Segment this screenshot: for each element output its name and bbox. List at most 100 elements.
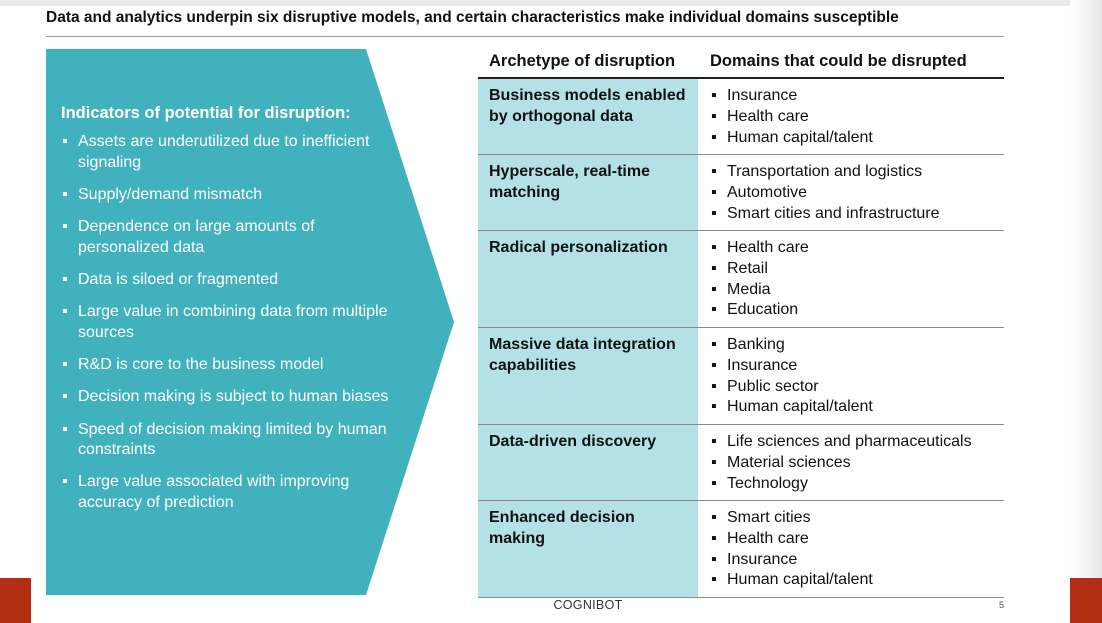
domain-item: ▪ Banking xyxy=(710,335,873,356)
bullet-icon: ▪ xyxy=(711,163,717,180)
domain-item: ▪ Smart cities and infrastructure xyxy=(710,204,940,225)
header-rule xyxy=(478,77,1004,79)
indicators-panel-content: Indicators of potential for disruption: … xyxy=(61,104,391,525)
archetype-label: Massive data integration capabilities xyxy=(489,336,676,374)
footer-label: COGNIBOT xyxy=(553,598,623,612)
indicators-heading: Indicators of potential for disruption: xyxy=(61,104,351,122)
indicator-item: ▪ Data is siloed or fragmented xyxy=(61,270,391,291)
domain-text: Transportation and logistics xyxy=(727,163,923,180)
domain-item: ▪ Public sector xyxy=(710,377,873,398)
indicator-item: ▪ Assets are underutilized due to ineffic… xyxy=(61,132,391,173)
domain-item: ▪ Automotive xyxy=(710,183,940,204)
archetype-label: Hyperscale, real-time matching xyxy=(489,163,650,201)
bullet-icon: ▪ xyxy=(711,280,717,298)
indicator-item: ▪ R&D is core to the business model xyxy=(61,355,391,376)
domain-text: Insurance xyxy=(727,87,798,104)
indicator-item: ▪ Speed of decision making limited by hum… xyxy=(61,420,391,461)
domain-text: Human capital/talent xyxy=(727,398,873,416)
domain-item: ▪ Health care xyxy=(710,238,809,259)
bullet-icon: ▪ xyxy=(711,336,717,353)
bullet-icon: ▪ xyxy=(711,453,717,471)
bullet-icon: ▪ xyxy=(62,473,68,491)
indicator-text: Large value associated with improving ac… xyxy=(78,473,350,511)
domain-item: ▪ Human capital/talent xyxy=(710,570,873,591)
bullet-icon: ▪ xyxy=(62,388,68,406)
bullet-icon: ▪ xyxy=(711,550,717,568)
bullet-icon: ▪ xyxy=(711,301,717,319)
domain-item: ▪ Retail xyxy=(710,259,809,280)
domain-item: ▪ Technology xyxy=(710,474,972,495)
domain-item: ▪ Insurance xyxy=(710,356,873,377)
page-number: 5 xyxy=(999,600,1005,610)
bullet-icon: ▪ xyxy=(711,107,717,125)
indicator-item: ▪ Supply/demand mismatch xyxy=(61,185,391,206)
title-rule xyxy=(46,36,1004,37)
indicator-list: ▪ Assets are underutilized due to ineffic… xyxy=(61,132,391,513)
bullet-icon: ▪ xyxy=(711,259,717,277)
archetype-cell: Massive data integration capabilities xyxy=(478,328,698,424)
bullet-icon: ▪ xyxy=(62,185,68,203)
domain-list: ▪ Insurance ▪ Health care ▪ Human capital/t… xyxy=(710,86,873,148)
domain-text: Life sciences and pharmaceuticals xyxy=(727,433,972,450)
domain-item: ▪ Insurance xyxy=(710,550,873,571)
bullet-icon: ▪ xyxy=(62,218,68,236)
domain-text: Smart cities xyxy=(727,509,811,526)
bullet-icon: ▪ xyxy=(711,474,717,492)
domain-text: Material sciences xyxy=(727,453,851,471)
table-header-row: Archetype of disruption Domains that cou… xyxy=(478,49,1004,79)
domain-item: ▪ Life sciences and pharmaceuticals xyxy=(710,432,972,453)
domain-item: ▪ Transportation and logistics xyxy=(710,162,940,183)
bullet-icon: ▪ xyxy=(711,509,717,526)
bullet-icon: ▪ xyxy=(62,270,68,288)
bullet-icon: ▪ xyxy=(711,529,717,547)
bullet-icon: ▪ xyxy=(711,239,717,256)
domain-text: Health care xyxy=(727,107,809,125)
domain-item: ▪ Health care xyxy=(710,107,873,128)
indicators-arrow-panel xyxy=(46,49,454,595)
indicator-text: Assets are underutilized due to ineffici… xyxy=(78,133,370,171)
indicator-text: Dependence on large amounts of personali… xyxy=(78,218,315,256)
domain-item: ▪ Health care xyxy=(710,529,873,550)
archetype-label: Enhanced decision making xyxy=(489,509,635,547)
domain-text: Smart cities and infrastructure xyxy=(727,204,940,222)
bullet-icon: ▪ xyxy=(62,133,68,150)
archetype-cell: Data-driven discovery xyxy=(478,425,698,500)
indicator-item: ▪ Large value associated with improving a… xyxy=(61,472,391,513)
domain-text: Health care xyxy=(727,239,809,256)
disruption-table: Archetype of disruption Domains that cou… xyxy=(478,49,1004,598)
domain-item: ▪ Insurance xyxy=(710,86,873,107)
column-header-domains: Domains that could be disrupted xyxy=(710,52,967,70)
table-row: Hyperscale, real-time matching ▪ Transpor… xyxy=(478,155,1004,231)
table-row: Enhanced decision making ▪ Smart cities ▪… xyxy=(478,501,1004,598)
table-row: Radical personalization ▪ Health care ▪ Re… xyxy=(478,231,1004,328)
domain-item: ▪ Human capital/talent xyxy=(710,397,873,418)
slide-title: Data and analytics underpin six disrupti… xyxy=(46,9,899,26)
domain-item: ▪ Education xyxy=(710,300,809,321)
archetype-cell: Hyperscale, real-time matching xyxy=(478,155,698,230)
domain-text: Public sector xyxy=(727,377,819,395)
bullet-icon: ▪ xyxy=(711,204,717,222)
indicator-text: Supply/demand mismatch xyxy=(78,185,263,203)
bullet-icon: ▪ xyxy=(711,398,717,416)
domain-text: Human capital/talent xyxy=(727,571,873,589)
domain-item: ▪ Human capital/talent xyxy=(710,128,873,149)
domain-text: Insurance xyxy=(727,356,798,374)
corner-accent-left xyxy=(0,578,31,623)
indicator-item: ▪ Decision making is subject to human bia… xyxy=(61,387,391,408)
bullet-icon: ▪ xyxy=(62,303,68,321)
domain-text: Health care xyxy=(727,529,809,547)
indicator-text: R&D is core to the business model xyxy=(78,355,324,373)
domain-list: ▪ Banking ▪ Insurance ▪ Public sector ▪ Huma… xyxy=(710,335,873,418)
bullet-icon: ▪ xyxy=(62,355,68,373)
bullet-icon: ▪ xyxy=(62,420,68,438)
indicator-text: Large value in combining data from multi… xyxy=(78,303,388,341)
archetype-cell: Radical personalization xyxy=(478,231,698,327)
bullet-icon: ▪ xyxy=(711,571,717,589)
indicator-item: ▪ Large value in combining data from mult… xyxy=(61,302,391,343)
bullet-icon: ▪ xyxy=(711,87,717,104)
domain-text: Media xyxy=(727,280,771,298)
table-row: Business models enabled by orthogonal da… xyxy=(478,79,1004,155)
domain-text: Insurance xyxy=(727,550,798,568)
corner-accent-right xyxy=(1070,578,1102,623)
indicator-text: Data is siloed or fragmented xyxy=(78,270,279,288)
